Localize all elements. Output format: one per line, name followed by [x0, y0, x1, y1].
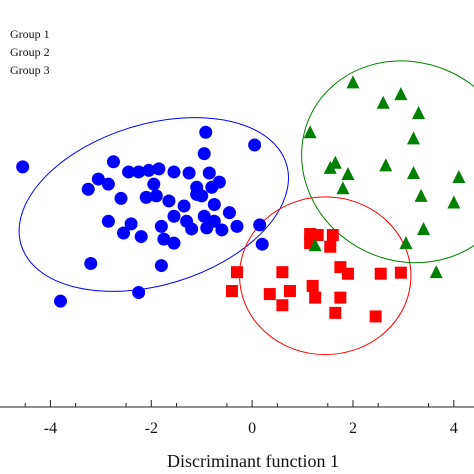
point-triangle — [417, 221, 431, 235]
point-circle — [255, 237, 269, 251]
point-circle — [81, 182, 95, 196]
point-square — [309, 291, 322, 304]
point-triangle — [429, 265, 443, 279]
point-circle — [117, 226, 131, 240]
point-circle — [122, 165, 136, 179]
point-circle — [177, 199, 191, 213]
series-group-1 — [16, 125, 269, 308]
point-circle — [197, 209, 211, 223]
point-circle — [147, 177, 161, 191]
point-circle — [132, 286, 146, 300]
point-circle — [162, 194, 176, 208]
point-square — [326, 229, 339, 242]
point-circle — [199, 125, 213, 139]
point-circle — [185, 222, 199, 236]
point-triangle — [394, 87, 408, 101]
point-circle — [202, 166, 216, 180]
point-triangle — [346, 75, 360, 89]
point-circle — [91, 172, 105, 186]
point-circle — [149, 189, 163, 203]
point-square — [324, 240, 337, 253]
point-circle — [222, 206, 236, 220]
point-circle — [114, 191, 128, 205]
point-triangle — [406, 165, 420, 179]
ellipse-group-3 — [301, 60, 474, 264]
legend-entry-group-2: Group 2 — [10, 45, 50, 59]
point-circle — [101, 177, 115, 191]
point-circle — [253, 218, 267, 232]
point-square — [329, 306, 342, 319]
ellipse-group-1 — [18, 117, 289, 292]
point-circle — [124, 217, 138, 231]
point-circle — [101, 214, 115, 228]
point-square — [225, 285, 238, 298]
point-triangle — [406, 131, 420, 145]
point-triangle — [341, 166, 355, 180]
x-tick-label: 2 — [349, 420, 357, 437]
point-circle — [106, 155, 120, 169]
point-square — [334, 291, 347, 304]
point-circle — [154, 259, 168, 273]
point-circle — [205, 180, 219, 194]
point-circle — [84, 257, 98, 271]
x-tick-label: 0 — [248, 420, 256, 437]
point-circle — [142, 163, 156, 177]
legend-entry-group-1: Group 1 — [10, 27, 50, 41]
x-tick-label: 4 — [450, 420, 458, 437]
point-circle — [54, 294, 68, 308]
point-square — [231, 266, 243, 279]
series-group-2 — [225, 228, 407, 323]
point-circle — [197, 147, 211, 161]
point-circle — [182, 166, 196, 180]
point-triangle — [447, 195, 461, 209]
point-triangle — [414, 188, 428, 202]
point-square — [276, 266, 289, 279]
point-circle — [248, 138, 262, 152]
point-square — [276, 299, 289, 312]
x-tick-label: -2 — [145, 420, 158, 437]
point-circle — [16, 160, 30, 174]
point-square — [394, 266, 407, 279]
point-circle — [139, 190, 153, 204]
point-triangle — [376, 95, 390, 109]
point-square — [374, 267, 387, 280]
point-circle — [167, 236, 181, 250]
point-square — [283, 285, 296, 298]
point-circle — [152, 162, 166, 176]
point-square — [369, 310, 382, 323]
point-square — [306, 279, 319, 292]
point-circle — [207, 198, 221, 212]
point-circle — [134, 230, 148, 244]
point-triangle — [452, 170, 466, 184]
legend: Group 1 Group 2 Group 3 — [10, 27, 50, 77]
x-axis-title: Discriminant function 1 — [167, 451, 339, 471]
data-points — [16, 75, 466, 323]
point-triangle — [308, 238, 322, 252]
point-circle — [215, 223, 229, 237]
point-triangle — [399, 236, 413, 250]
point-square — [263, 288, 276, 301]
point-circle — [167, 165, 181, 179]
point-triangle — [323, 160, 337, 174]
confidence-ellipses — [18, 60, 474, 356]
point-circle — [190, 187, 204, 201]
legend-entry-group-3: Group 3 — [10, 63, 50, 77]
x-tick-label: -4 — [44, 420, 57, 437]
series-group-3 — [303, 75, 466, 279]
point-triangle — [379, 158, 393, 172]
point-circle — [154, 219, 168, 233]
point-circle — [200, 221, 214, 235]
x-axis-ticks: -4 -2 0 2 4 — [24, 400, 458, 437]
point-circle — [230, 219, 244, 233]
point-triangle — [336, 181, 350, 195]
point-circle — [167, 209, 181, 223]
point-triangle — [412, 105, 426, 119]
point-triangle — [303, 125, 317, 139]
point-square — [341, 267, 354, 280]
point-circle — [157, 232, 171, 246]
point-circle — [132, 165, 146, 179]
